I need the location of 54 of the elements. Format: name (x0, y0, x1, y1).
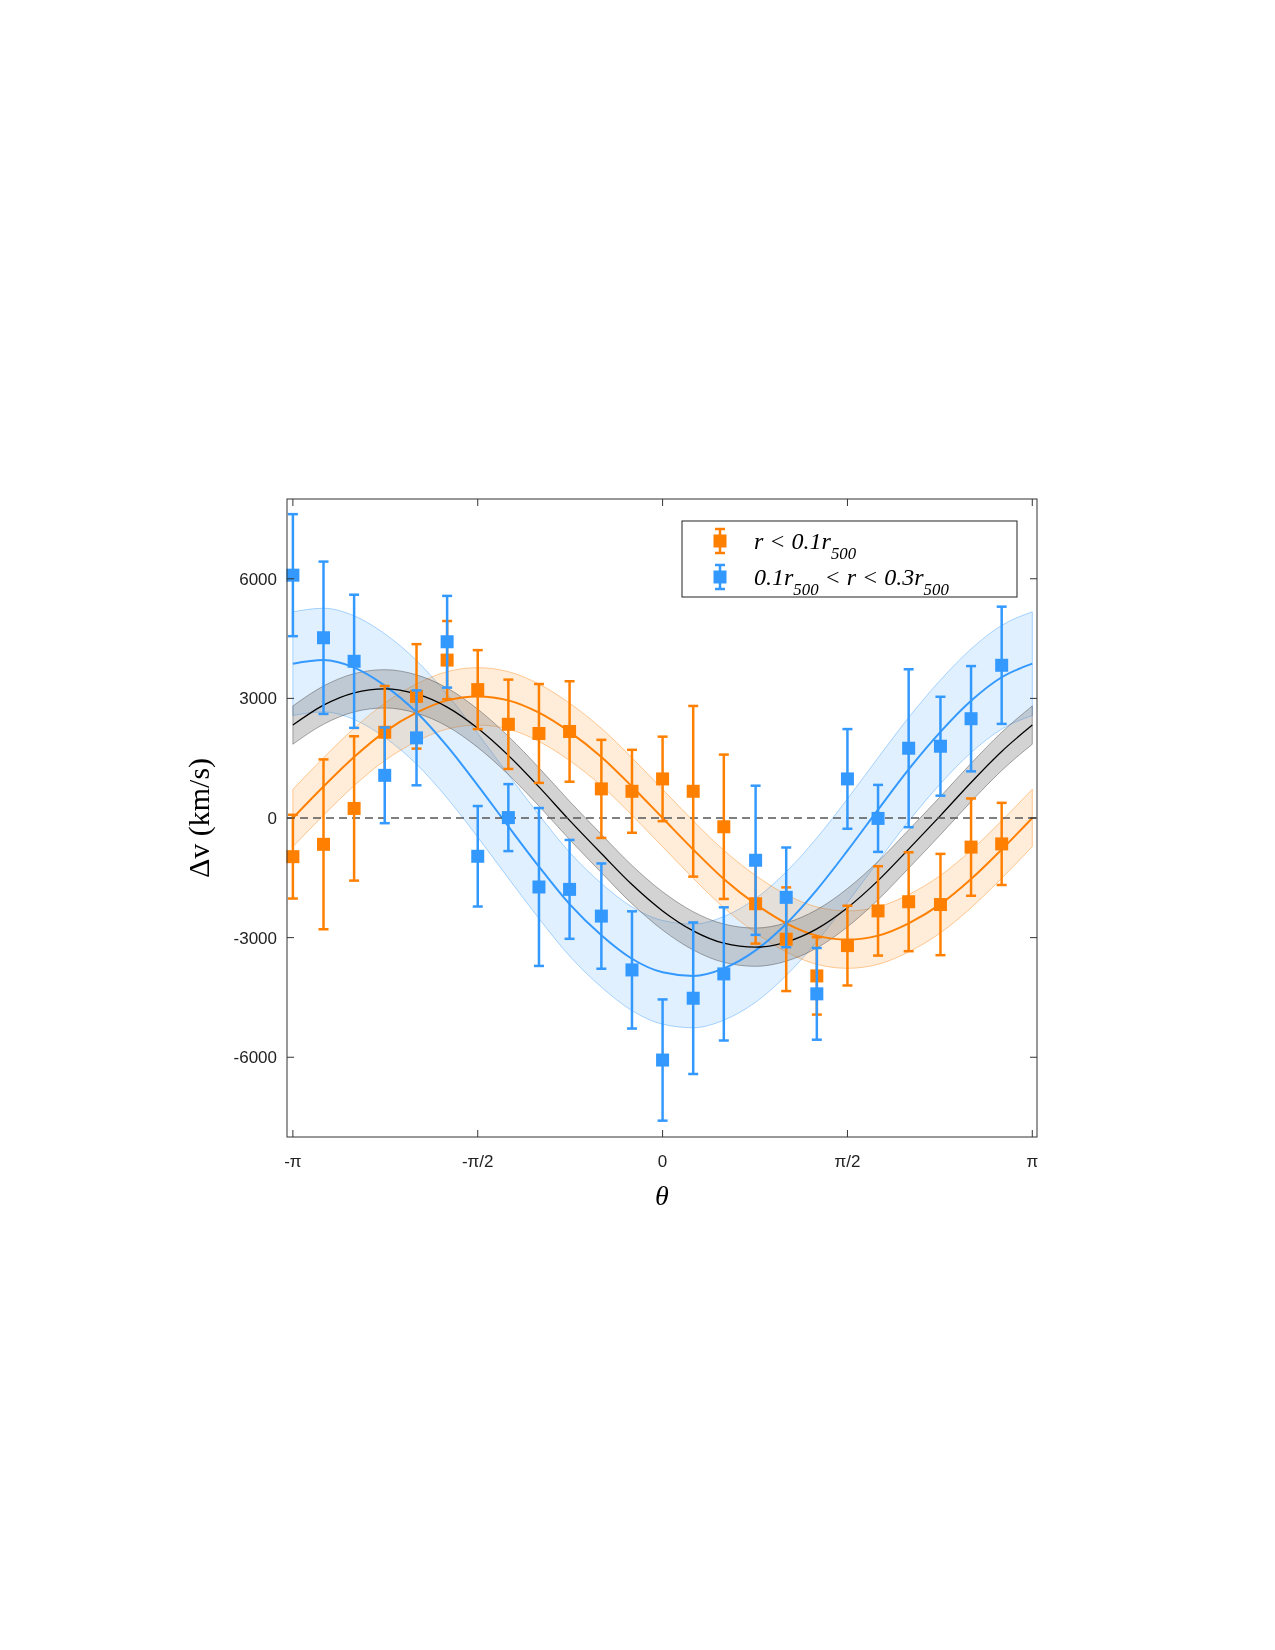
y-tick-label: -6000 (233, 1048, 277, 1068)
point (532, 880, 546, 894)
point (563, 882, 577, 896)
point (440, 635, 454, 649)
y-tick-label: 6000 (239, 569, 277, 589)
legend-label: 0.1r$_{500}$ < r < 0.3r$_{500}$ (754, 564, 950, 599)
point (749, 853, 763, 867)
point (686, 991, 700, 1005)
x-tick-label: -π (284, 1152, 302, 1171)
point (995, 658, 1009, 672)
point (964, 840, 978, 854)
point (471, 849, 485, 863)
x-tick-label: π/2 (834, 1152, 861, 1171)
point (871, 904, 885, 918)
point (501, 811, 515, 825)
point (779, 890, 793, 904)
point (594, 909, 608, 923)
point (594, 782, 608, 796)
point (933, 898, 947, 912)
legend-label: r < 0.1r$_{500}$ (754, 528, 857, 563)
point (933, 739, 947, 753)
point (378, 768, 392, 782)
point (656, 1053, 670, 1067)
x-tick-label: -π/2 (461, 1152, 494, 1171)
y-tick-label: 3000 (239, 689, 277, 709)
point (625, 784, 639, 798)
point (410, 731, 424, 745)
point (563, 724, 577, 738)
point (532, 726, 546, 740)
point (471, 683, 485, 697)
x-tick-label: 0 (657, 1152, 668, 1171)
point (810, 987, 824, 1001)
y-tick-label: -3000 (233, 928, 277, 948)
x-axis-title: θ (655, 1180, 670, 1211)
point (347, 801, 361, 815)
point (501, 717, 515, 731)
point (871, 811, 885, 825)
x-tick-label: π (1026, 1152, 1039, 1171)
point (625, 963, 639, 977)
point (840, 939, 854, 953)
y-tick-label: 0 (267, 808, 277, 828)
point (995, 837, 1009, 851)
y-axis-title: Δv (km/s) (182, 757, 216, 879)
point (717, 820, 731, 834)
point (964, 712, 978, 726)
point (686, 784, 700, 798)
point (717, 967, 731, 981)
point (317, 631, 330, 645)
point (317, 837, 330, 851)
point (840, 772, 854, 786)
point (656, 772, 670, 786)
point (347, 654, 361, 668)
point (902, 741, 916, 755)
point (902, 895, 916, 909)
